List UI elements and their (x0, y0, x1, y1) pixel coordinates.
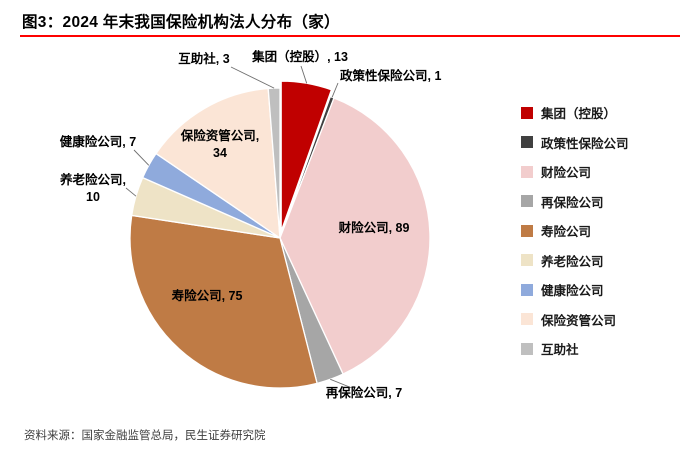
slice-label: 政策性保险公司, 1 (340, 68, 441, 83)
pie-slice-8 (155, 87, 281, 240)
legend-swatch (521, 136, 533, 148)
legend-item: 互助社 (521, 342, 629, 357)
legend-swatch (521, 283, 533, 296)
slice-label: 互助社, 3 (178, 51, 229, 66)
slice-label: 财险公司, 89 (338, 220, 410, 235)
legend-swatch (521, 224, 533, 237)
legend-item: 健康险公司 (521, 283, 629, 298)
legend-swatch (521, 106, 533, 119)
legend: 集团（控股） 政策性保险公司 财险公司再保险公司寿险公司养老险公司健康险公司保险资管… (521, 106, 629, 357)
pie-slice-3 (279, 97, 431, 375)
legend-item: 财险公司 (521, 165, 629, 180)
leader-line (125, 187, 137, 197)
slice-label: 养老险公司, (59, 172, 126, 187)
leader-line (230, 66, 275, 89)
legend-swatch (521, 342, 533, 355)
leader-line (330, 378, 353, 389)
legend-item: 寿险公司 (521, 224, 629, 239)
slice-label: 保险资管公司, (180, 128, 259, 143)
legend-label: 互助社 (541, 343, 579, 357)
pie-slice-5 (129, 214, 318, 389)
slice-label: 再保险公司, 7 (326, 385, 402, 400)
legend-label: 健康险公司 (541, 284, 604, 298)
slice-label: 寿险公司, 75 (172, 288, 243, 303)
legend-swatch (521, 313, 533, 325)
source-note: 资料来源：国家金融监管总局，民生证券研究院 (24, 430, 266, 442)
legend-label: 寿险公司 (541, 225, 592, 239)
legend-item: 再保险公司 (521, 195, 629, 210)
legend-swatch (521, 195, 533, 207)
leader-line (331, 82, 339, 98)
slice-label: 健康险公司, 7 (60, 134, 136, 149)
legend-label: 保险资管公司 (541, 313, 617, 328)
legend-item: 集团（控股） (521, 106, 629, 121)
legend-item: 养老险公司 (521, 254, 629, 269)
legend-item: 政策性保险公司 (521, 136, 629, 151)
leader-line (300, 65, 308, 84)
legend-label: 养老险公司 (541, 254, 604, 269)
slice-label: 34 (213, 146, 227, 160)
leader-line (133, 149, 150, 166)
slice-label: 集团（控股）, 13 (251, 49, 348, 64)
legend-swatch (521, 254, 533, 266)
legend-label: 再保险公司 (541, 195, 604, 210)
legend-swatch (521, 165, 533, 178)
legend-label: 政策性保险公司 (541, 136, 629, 151)
legend-label: 财险公司 (541, 166, 592, 180)
title-underline (20, 35, 680, 37)
legend-label: 集团（控股） (541, 107, 617, 121)
legend-item: 保险资管公司 (521, 313, 629, 328)
slice-label: 10 (86, 190, 100, 204)
chart-title: 图3：2024 年末我国保险机构法人分布（家） (22, 14, 340, 31)
